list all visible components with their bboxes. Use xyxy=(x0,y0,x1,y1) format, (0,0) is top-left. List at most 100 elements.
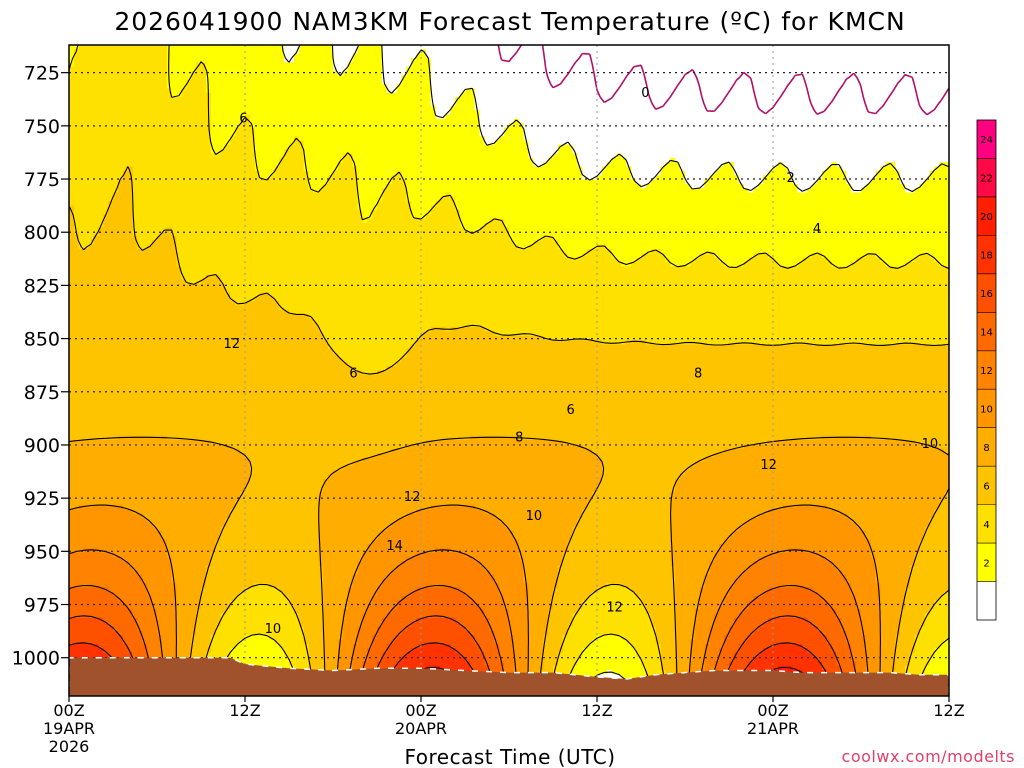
temperature-band-cell xyxy=(733,531,740,580)
temperature-band-cell xyxy=(787,175,794,267)
temperature-band-cell xyxy=(689,45,696,189)
temperature-band-cell xyxy=(567,144,574,259)
temperature-band-cell xyxy=(792,548,799,589)
temperature-band-cell xyxy=(748,518,755,567)
temperature-band-cell xyxy=(518,123,525,250)
temperature-band-cell xyxy=(127,435,134,510)
credit-link[interactable]: coolwx.com/modelts xyxy=(842,747,1015,766)
temperature-band-cell xyxy=(293,53,300,137)
temperature-band-cell xyxy=(220,526,227,615)
temperature-band-cell xyxy=(103,622,109,654)
temperature-band-cell xyxy=(509,531,515,636)
temperature-band-cell xyxy=(504,127,510,228)
temperature-band-cell xyxy=(386,574,393,615)
temperature-band-cell xyxy=(113,630,119,662)
colorbar-label: 14 xyxy=(980,328,993,339)
temperature-band-cell xyxy=(137,630,143,680)
temperature-band-cell xyxy=(518,45,525,124)
temperature-band-cell xyxy=(469,88,476,233)
temperature-band-cell xyxy=(577,45,583,168)
temperature-band-cell xyxy=(435,617,442,645)
temperature-band-cell xyxy=(88,45,95,246)
temperature-band-cell xyxy=(69,45,75,68)
temperature-band-cell xyxy=(841,170,847,267)
colorbar-label: 2 xyxy=(983,558,989,569)
temperature-band-cell xyxy=(416,53,422,220)
temperature-band-cell xyxy=(259,179,266,293)
temperature-band-cell xyxy=(870,179,877,254)
temperature-band-cell xyxy=(763,591,769,623)
temperature-band-cell xyxy=(78,617,85,645)
temperature-band-cell xyxy=(381,578,388,619)
temperature-band-cell xyxy=(440,548,447,589)
temperature-band-cell xyxy=(83,45,90,250)
temperature-band-cell xyxy=(406,652,412,680)
temperature-band-cell xyxy=(235,305,241,450)
temperature-band-cell xyxy=(636,183,642,259)
temperature-band-cell xyxy=(494,335,500,437)
temperature-band-cell xyxy=(235,596,241,645)
temperature-band-cell xyxy=(831,45,838,163)
time-tick-date: 20APR xyxy=(395,719,447,738)
temperature-band-cell xyxy=(821,45,828,172)
temperature-band-cell xyxy=(826,509,833,563)
temperature-band-cell xyxy=(122,45,129,172)
temperature-band-cell xyxy=(440,327,447,441)
temperature-band-cell xyxy=(196,45,202,63)
temperature-band-cell xyxy=(807,587,813,623)
temperature-band-cell xyxy=(88,643,95,671)
temperature-band-cell xyxy=(748,635,755,662)
contour-label: 10 xyxy=(265,622,282,637)
temperature-band-cell xyxy=(73,587,80,619)
temperature-band-cell xyxy=(763,648,769,675)
temperature-band-cell xyxy=(142,518,148,584)
temperature-band-cell xyxy=(797,439,803,506)
temperature-band-cell xyxy=(450,45,456,107)
temperature-band-cell xyxy=(631,179,637,263)
temperature-band-cell xyxy=(289,45,295,63)
temperature-band-cell xyxy=(655,344,662,645)
temperature-band-cell xyxy=(865,45,872,185)
temperature-band-cell xyxy=(821,635,828,671)
temperature-band-cell xyxy=(611,583,618,636)
temperature-band-cell xyxy=(680,474,686,696)
temperature-band-cell xyxy=(445,505,451,550)
temperature-band-cell xyxy=(587,248,593,341)
temperature-band-cell xyxy=(196,62,202,285)
temperature-band-cell xyxy=(406,596,412,628)
temperature-band-cell xyxy=(543,45,549,163)
temperature-band-cell xyxy=(230,301,236,450)
temperature-band-cell xyxy=(670,157,676,267)
temperature-band-cell xyxy=(425,45,432,59)
temperature-band-cell xyxy=(425,214,432,333)
temperature-band-cell xyxy=(161,45,168,233)
temperature-band-cell xyxy=(880,439,887,696)
temperature-band-cell xyxy=(504,45,510,129)
temperature-band-cell xyxy=(758,626,764,654)
temperature-band-cell xyxy=(861,257,867,346)
temperature-band-cell xyxy=(421,331,427,445)
temperature-band-cell xyxy=(748,565,755,602)
temperature-band-cell xyxy=(763,175,769,254)
temperature-band-cell xyxy=(391,522,398,571)
colorbar-swatch xyxy=(977,350,996,390)
temperature-band-cell xyxy=(264,635,271,675)
temperature-band-cell xyxy=(802,505,808,554)
temperature-band-cell xyxy=(455,652,461,680)
temperature-band-cell xyxy=(528,45,535,159)
temperature-band-cell xyxy=(934,166,940,263)
temperature-band-cell xyxy=(758,513,764,558)
temperature-band-cell xyxy=(328,175,334,350)
temperature-band-cell xyxy=(675,479,681,696)
temperature-band-cell xyxy=(396,600,403,636)
temperature-band-cell xyxy=(905,192,911,263)
temperature-band-cell xyxy=(421,45,427,50)
temperature-band-cell xyxy=(108,439,114,506)
contour-labels: 0 2 4 6 6 6 8 8 10 10 10 12 12 12 12 14 xyxy=(224,86,939,637)
temperature-band-cell xyxy=(269,175,275,298)
temperature-band-cell xyxy=(425,552,432,589)
temperature-band-cell xyxy=(792,344,799,441)
temperature-band-cell xyxy=(455,439,461,506)
temperature-band-cell xyxy=(895,344,901,441)
temperature-band-cell xyxy=(719,544,725,606)
